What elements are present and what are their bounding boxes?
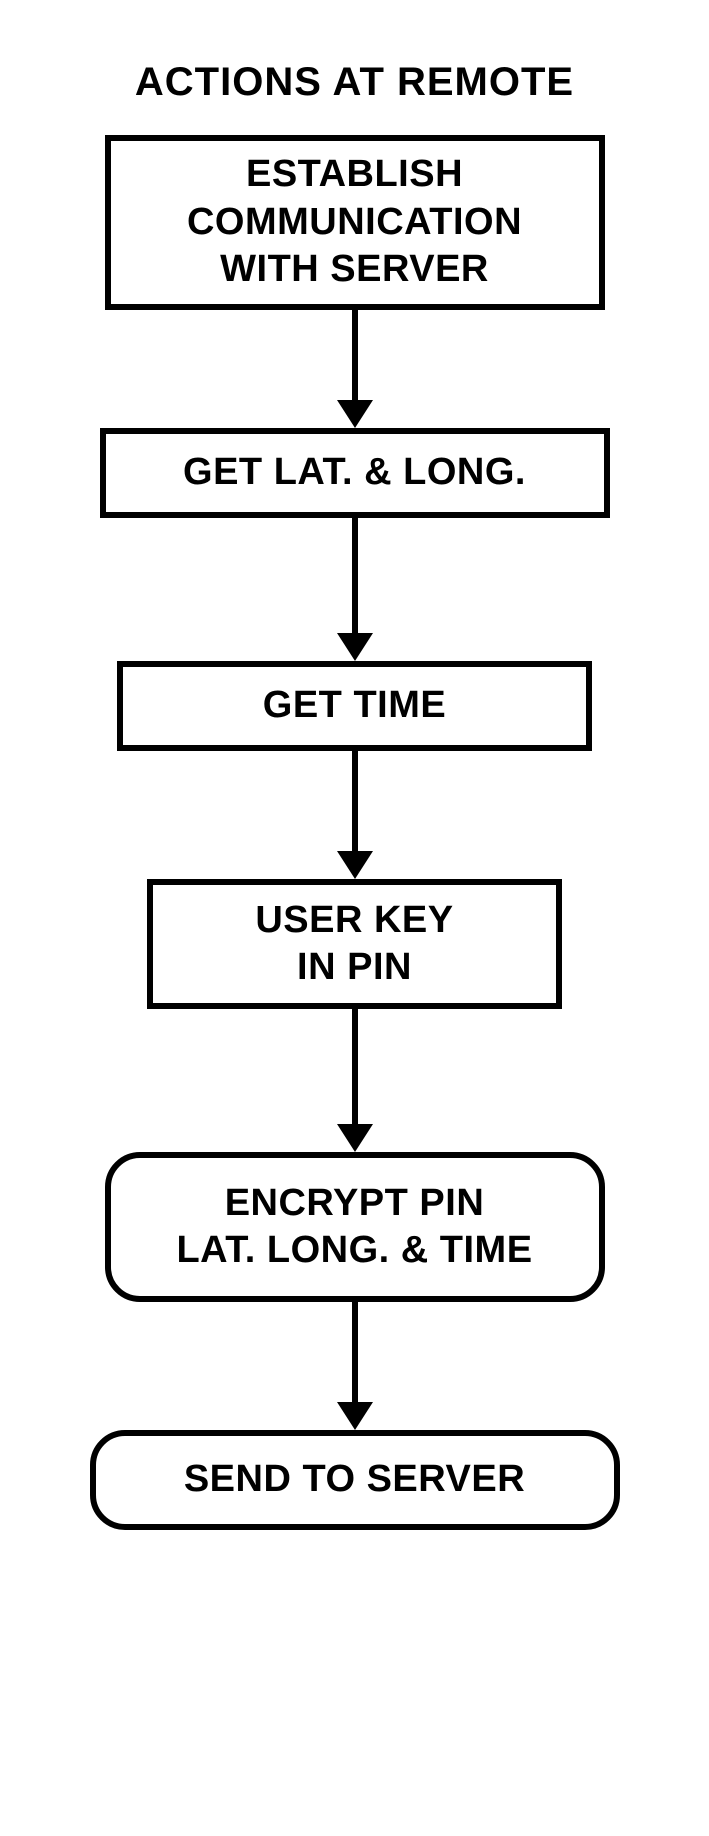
arrow-line [352, 310, 358, 400]
node-label: ENCRYPT PINLAT. LONG. & TIME [176, 1180, 532, 1275]
node-get-lat-long: GET LAT. & LONG. [100, 428, 610, 518]
arrow-line [352, 1009, 358, 1124]
arrow-3 [337, 751, 373, 879]
node-label: GET LAT. & LONG. [183, 449, 526, 497]
node-label: GET TIME [263, 682, 446, 730]
arrow-head-icon [337, 851, 373, 879]
arrow-head-icon [337, 400, 373, 428]
node-user-key-pin: USER KEYIN PIN [147, 879, 562, 1009]
arrow-4 [337, 1009, 373, 1152]
arrow-head-icon [337, 1402, 373, 1430]
arrow-head-icon [337, 633, 373, 661]
arrow-2 [337, 518, 373, 661]
flowchart-title: ACTIONS AT REMOTE [135, 60, 574, 105]
node-label: SEND TO SERVER [184, 1456, 525, 1504]
flowchart-container: ESTABLISHCOMMUNICATIONWITH SERVER GET LA… [90, 135, 620, 1530]
arrow-head-icon [337, 1124, 373, 1152]
node-get-time: GET TIME [117, 661, 592, 751]
arrow-1 [337, 310, 373, 428]
arrow-line [352, 518, 358, 633]
node-establish-communication: ESTABLISHCOMMUNICATIONWITH SERVER [105, 135, 605, 310]
node-label: ESTABLISHCOMMUNICATIONWITH SERVER [187, 151, 522, 294]
arrow-5 [337, 1302, 373, 1430]
node-label: USER KEYIN PIN [255, 897, 453, 992]
node-encrypt-pin: ENCRYPT PINLAT. LONG. & TIME [105, 1152, 605, 1302]
arrow-line [352, 751, 358, 851]
node-send-server: SEND TO SERVER [90, 1430, 620, 1530]
arrow-line [352, 1302, 358, 1402]
